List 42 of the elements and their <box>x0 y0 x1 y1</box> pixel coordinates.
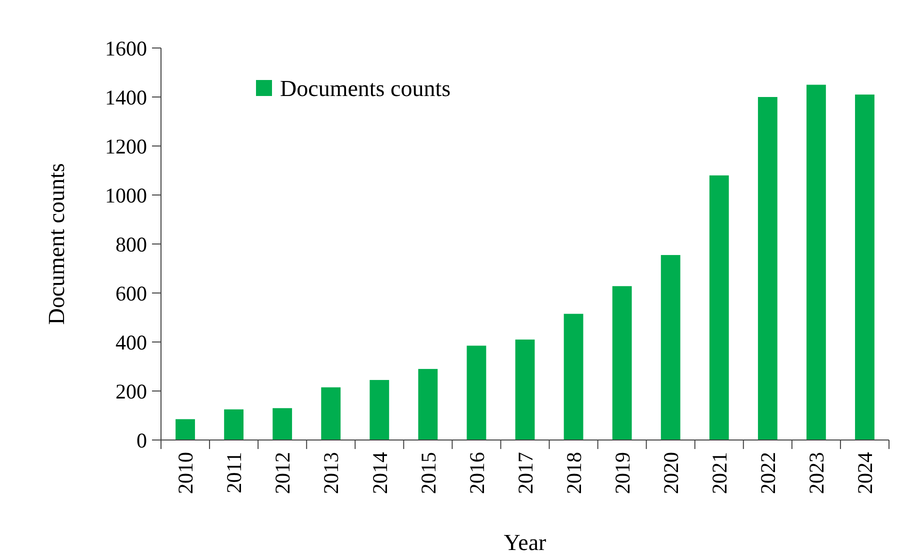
y-tick-label: 1000 <box>105 183 147 208</box>
bar <box>321 387 341 440</box>
bar <box>806 84 826 440</box>
x-tick-label: 2014 <box>368 452 392 494</box>
x-axis-title: Year <box>504 530 547 555</box>
bar <box>466 346 486 440</box>
x-tick-label: 2024 <box>853 452 878 494</box>
bar <box>660 255 680 440</box>
x-tick-label: 2010 <box>174 452 198 494</box>
bar <box>564 314 584 440</box>
y-axis-title: Document counts <box>44 163 69 325</box>
x-tick-label: 2023 <box>804 452 829 494</box>
x-tick-label: 2021 <box>707 452 732 494</box>
x-tick-label: 2013 <box>319 452 344 494</box>
x-tick-label: 2015 <box>416 452 440 494</box>
x-tick-label: 2016 <box>464 452 489 494</box>
x-tick-label: 2020 <box>658 452 683 494</box>
legend-label: Documents counts <box>280 76 451 102</box>
x-tick-label: 2012 <box>270 452 295 494</box>
y-tick-label: 600 <box>116 281 147 306</box>
y-tick-label: 0 <box>136 428 147 452</box>
bar <box>418 368 438 440</box>
x-tick-label: 2019 <box>610 452 634 494</box>
y-tick-label: 400 <box>116 330 147 354</box>
y-tick-label: 1200 <box>105 134 147 158</box>
x-tick-label: 2017 <box>513 452 538 494</box>
bar <box>709 175 729 440</box>
y-tick-label: 200 <box>116 379 147 404</box>
bar <box>515 340 535 440</box>
bar <box>176 419 195 440</box>
bar <box>272 408 292 440</box>
x-tick-label: 2018 <box>562 452 586 494</box>
y-tick-label: 800 <box>116 232 147 256</box>
bar <box>370 380 390 440</box>
y-tick-label: 1600 <box>105 36 147 60</box>
bar <box>855 94 874 440</box>
x-tick-label: 2022 <box>756 452 780 494</box>
y-tick-label: 1400 <box>105 85 147 110</box>
bar <box>758 97 778 440</box>
bar <box>612 286 632 440</box>
bar <box>224 409 244 440</box>
x-tick-label: 2011 <box>222 452 246 494</box>
